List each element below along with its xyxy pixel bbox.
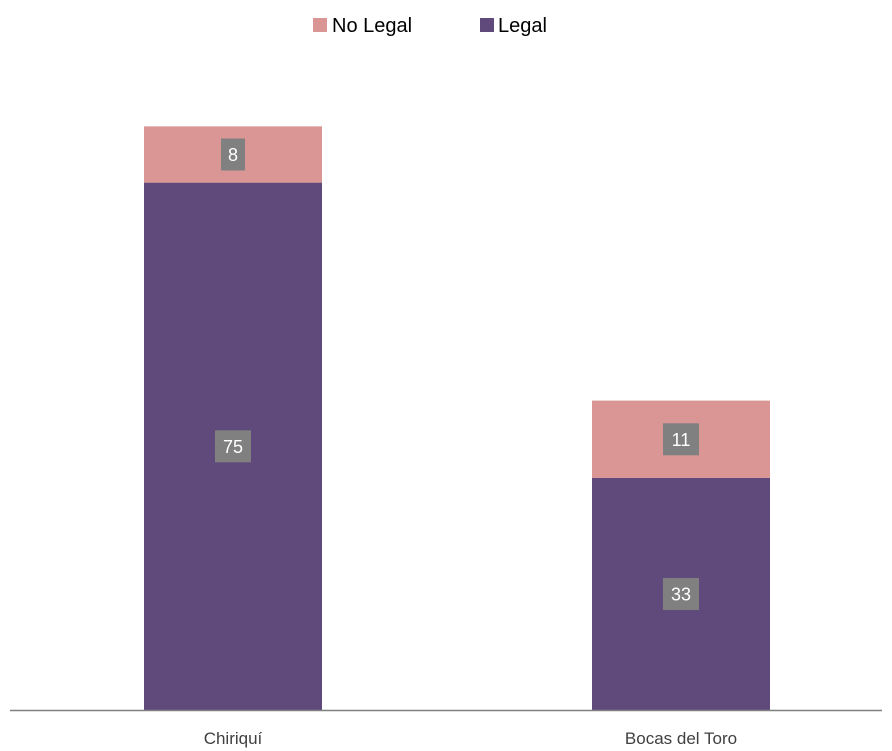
data-label-box (663, 577, 699, 610)
data-label-text: 8 (228, 145, 238, 165)
data-label-legal-chiriqui: 75 (215, 430, 251, 463)
category-label-bocas-del-toro: Bocas del Toro (625, 729, 737, 748)
legend-item-legal: Legal (480, 15, 547, 37)
legend: No Legal Legal (313, 15, 547, 37)
data-label-no-legal-chiriqui: 8 (221, 138, 245, 171)
data-label-text: 75 (223, 437, 243, 457)
legend-swatch (313, 18, 327, 32)
data-labels: 75 8 33 11 (215, 138, 699, 610)
legend-label: Legal (498, 15, 547, 37)
category-label-chiriqui: Chiriquí (204, 729, 263, 748)
data-label-text: 11 (672, 430, 691, 450)
legend-label: No Legal (332, 15, 412, 37)
data-label-box (663, 423, 699, 456)
legend-item-no-legal: No Legal (313, 15, 412, 37)
legend-swatch (480, 18, 494, 32)
data-label-box (215, 430, 251, 463)
data-label-box (221, 138, 245, 171)
data-label-legal-bocas-del-toro: 33 (663, 577, 699, 610)
data-label-text: 33 (671, 584, 691, 604)
data-label-no-legal-bocas-del-toro: 11 (663, 423, 699, 456)
bars (144, 126, 770, 710)
category-labels: Chiriquí Bocas del Toro (204, 729, 737, 748)
